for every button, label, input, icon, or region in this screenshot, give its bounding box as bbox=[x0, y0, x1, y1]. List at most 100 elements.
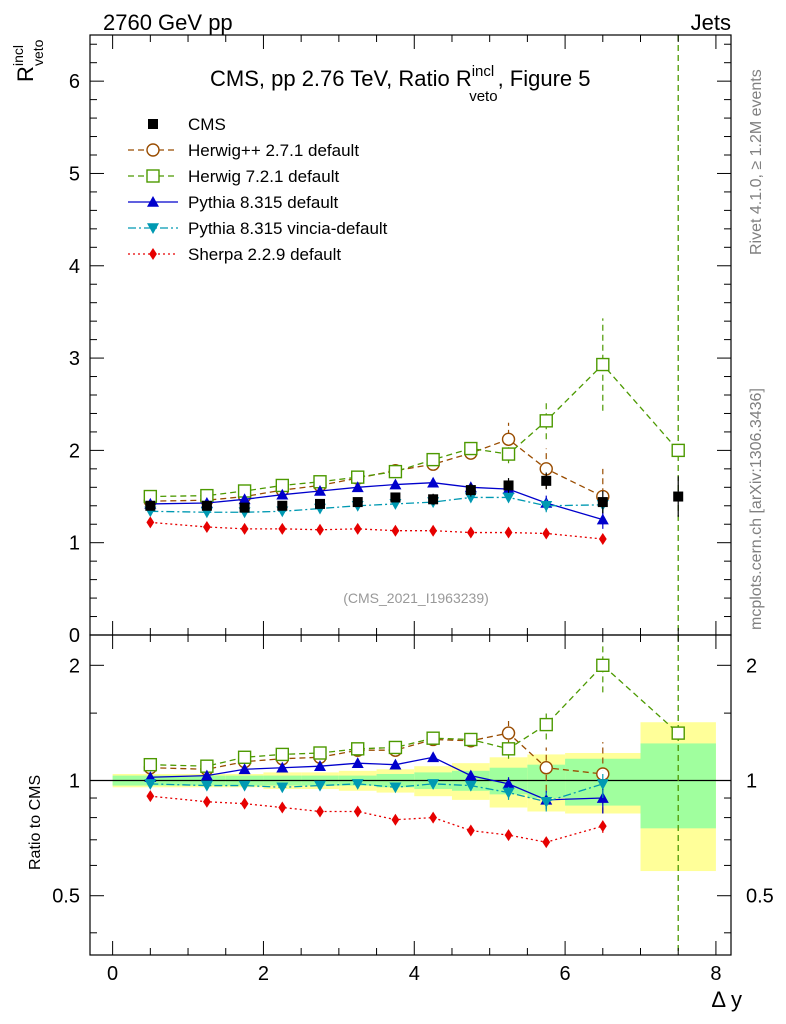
triangle-down-marker bbox=[276, 782, 289, 794]
triangle-down-marker bbox=[502, 787, 515, 799]
diamond-marker bbox=[240, 797, 249, 810]
square-filled-marker bbox=[352, 497, 363, 508]
triangle-up-marker bbox=[276, 488, 289, 500]
diamond-marker bbox=[542, 527, 551, 540]
square-filled-marker bbox=[148, 119, 158, 129]
y-tick-label: 2 bbox=[69, 440, 80, 462]
main-series-line bbox=[150, 496, 603, 513]
diamond-marker bbox=[316, 523, 324, 536]
square-filled-marker bbox=[597, 497, 608, 508]
legend-label: Sherpa 2.2.9 default bbox=[188, 245, 341, 264]
diamond-marker bbox=[202, 521, 211, 533]
square-marker bbox=[351, 742, 365, 756]
circle-marker bbox=[539, 761, 553, 775]
header-energy-label: 2760 GeV pp bbox=[103, 10, 233, 35]
main-series-line bbox=[150, 438, 604, 502]
ratio-series-line bbox=[150, 732, 603, 775]
title-superscript: incl bbox=[472, 63, 495, 80]
square-marker bbox=[596, 357, 610, 372]
triangle-down-marker bbox=[540, 500, 553, 512]
x-tick-label: 4 bbox=[409, 963, 420, 985]
y-axis-label: R incl veto bbox=[10, 39, 46, 82]
x-tick-label: 6 bbox=[560, 963, 571, 985]
title-tail: , Figure 5 bbox=[498, 66, 591, 91]
x-axis-label: Δ y bbox=[711, 987, 742, 1012]
square-marker bbox=[313, 746, 327, 760]
square-marker bbox=[501, 447, 516, 461]
square-filled-marker bbox=[145, 500, 156, 511]
square-filled-marker bbox=[315, 498, 326, 509]
square-marker bbox=[501, 742, 516, 756]
square-marker bbox=[275, 747, 289, 762]
ratio-tick-label-right: 2 bbox=[746, 655, 757, 677]
y-tick-label: 4 bbox=[69, 256, 80, 278]
triangle-down-marker bbox=[389, 782, 402, 794]
chart-title: CMS, pp 2.76 TeV, Ratio Rincl veto, Figur… bbox=[210, 63, 591, 105]
mcplots-reference-label: mcplots.cern.ch [arXiv:1306.3436] bbox=[748, 388, 765, 630]
legend-label: Herwig++ 2.7.1 default bbox=[188, 141, 359, 160]
circle-marker bbox=[146, 143, 160, 157]
square-filled-marker bbox=[428, 494, 439, 505]
diamond-marker bbox=[598, 533, 607, 545]
triangle-down-marker bbox=[596, 779, 609, 790]
diamond-marker bbox=[149, 248, 157, 260]
triangle-up-marker bbox=[200, 769, 213, 781]
triangle-down-marker bbox=[427, 779, 440, 790]
analysis-watermark: (CMS_2021_I1963239) bbox=[343, 590, 489, 606]
square-marker bbox=[426, 731, 440, 745]
square-marker bbox=[671, 726, 685, 740]
ratio-tick-label-right: 0.5 bbox=[746, 886, 774, 908]
legend-label: Herwig 7.2.1 default bbox=[188, 167, 339, 186]
diamond-marker bbox=[542, 836, 551, 849]
triangle-down-marker bbox=[200, 780, 213, 792]
square-marker bbox=[146, 169, 160, 183]
diamond-marker bbox=[316, 805, 324, 818]
ratio-series-line bbox=[150, 783, 603, 803]
diamond-marker bbox=[391, 813, 400, 826]
triangle-up-marker bbox=[427, 751, 440, 763]
axis-ticks: 0 2 4 6 8 0 1 2 3 4 5 6 0.5 0.5 1 1 2 2 bbox=[52, 35, 774, 985]
triangle-up-marker bbox=[351, 481, 364, 493]
square-filled-marker bbox=[465, 485, 476, 496]
triangle-down-marker bbox=[147, 223, 159, 234]
diamond-marker bbox=[504, 829, 513, 842]
triangle-up-marker bbox=[276, 761, 289, 773]
diamond-marker bbox=[598, 820, 607, 833]
y-tick-label: 5 bbox=[69, 163, 80, 185]
triangle-up-marker bbox=[502, 777, 515, 789]
square-marker bbox=[388, 740, 403, 755]
diamond-marker bbox=[466, 824, 475, 837]
triangle-down-marker bbox=[540, 796, 553, 808]
diamond-marker bbox=[504, 526, 513, 539]
legend-label: Pythia 8.315 default bbox=[188, 193, 339, 212]
triangle-down-marker bbox=[238, 780, 251, 792]
triangle-down-marker bbox=[464, 492, 477, 504]
y-tick-label: 1 bbox=[69, 533, 80, 555]
triangle-down-marker bbox=[144, 779, 157, 790]
triangle-up-marker bbox=[389, 758, 402, 770]
legend-label: CMS bbox=[188, 115, 226, 134]
diamond-marker bbox=[429, 524, 438, 537]
triangle-down-marker bbox=[314, 780, 327, 792]
ratio-tick-label-left: 2 bbox=[69, 655, 80, 677]
square-marker bbox=[539, 414, 553, 428]
square-filled-marker bbox=[277, 500, 288, 511]
circle-marker bbox=[501, 432, 516, 447]
y-tick-label: 6 bbox=[69, 71, 80, 93]
triangle-down-marker bbox=[502, 492, 515, 504]
diamond-marker bbox=[466, 526, 475, 539]
triangle-up-marker bbox=[147, 196, 159, 207]
square-filled-marker bbox=[541, 475, 552, 486]
square-marker bbox=[671, 443, 685, 458]
y-axis-label-sub: veto bbox=[30, 39, 46, 66]
main-series-line bbox=[150, 521, 603, 540]
triangle-down-marker bbox=[464, 780, 477, 792]
square-marker bbox=[237, 750, 252, 764]
triangle-up-marker bbox=[314, 760, 327, 771]
square-marker bbox=[426, 452, 440, 467]
x-tick-label: 2 bbox=[258, 963, 269, 985]
y-axis-label-sup: incl bbox=[10, 45, 26, 66]
diamond-marker bbox=[146, 516, 155, 529]
x-tick-label: 8 bbox=[710, 963, 721, 985]
